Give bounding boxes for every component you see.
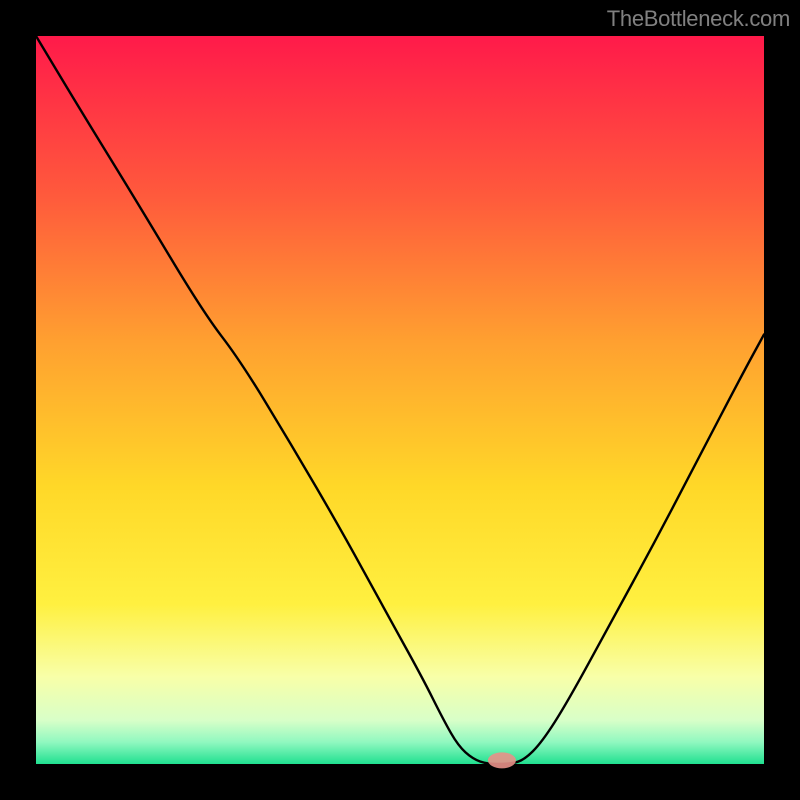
watermark-text: TheBottleneck.com — [607, 6, 790, 32]
bottleneck-chart — [0, 0, 800, 800]
chart-background — [36, 36, 764, 764]
chart-container: TheBottleneck.com — [0, 0, 800, 800]
optimal-marker — [488, 752, 516, 768]
